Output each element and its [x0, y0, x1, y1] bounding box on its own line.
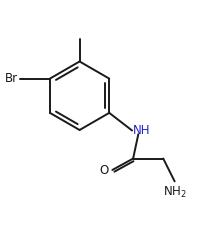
Text: O: O	[99, 164, 109, 178]
Text: NH$_2$: NH$_2$	[163, 185, 187, 200]
Text: NH: NH	[133, 124, 151, 137]
Text: Br: Br	[5, 72, 18, 85]
